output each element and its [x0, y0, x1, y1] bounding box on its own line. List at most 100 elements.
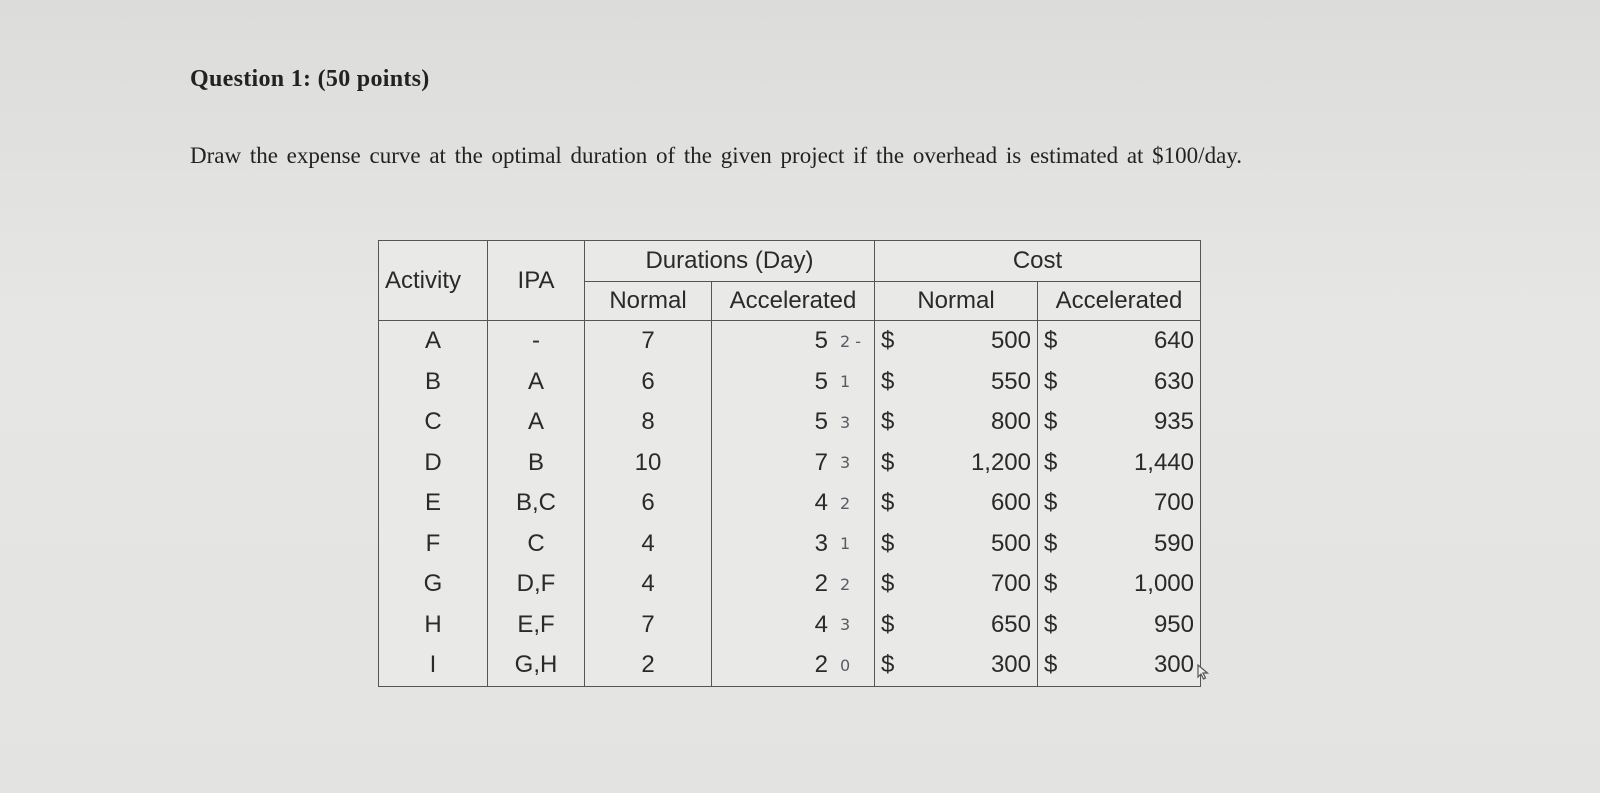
- cell-activity: H: [378, 604, 488, 645]
- currency-symbol: $: [881, 367, 895, 395]
- cell-ipa: B,C: [487, 483, 585, 524]
- cost-normal-value: 650: [990, 610, 1031, 638]
- header-activity: Activity: [378, 240, 488, 321]
- cell-ipa: C: [487, 523, 585, 564]
- handwritten-note: 1: [834, 361, 875, 402]
- cell-cost-normal: $300: [874, 645, 1038, 687]
- cell-cost-normal: $500: [874, 523, 1038, 564]
- cost-accelerated-value: 300: [1153, 651, 1194, 679]
- table-row: H E,F 7 4 3 $650 $950: [378, 604, 1201, 645]
- header-durations: Durations (Day): [584, 240, 875, 282]
- cost-accelerated-value: 950: [1153, 610, 1194, 638]
- cell-activity: F: [378, 523, 488, 564]
- cell-duration-normal: 2: [584, 645, 712, 687]
- cell-duration-normal: 10: [584, 442, 712, 483]
- header-cost: Cost: [874, 240, 1201, 282]
- handwritten-note: 2: [834, 483, 875, 524]
- cell-ipa: -: [487, 320, 585, 362]
- cell-cost-accelerated: $590: [1037, 523, 1201, 564]
- table-row: F C 4 3 1 $500 $590: [378, 523, 1201, 564]
- currency-symbol: $: [881, 529, 895, 557]
- currency-symbol: $: [1044, 408, 1058, 436]
- cell-duration-normal: 7: [584, 604, 712, 645]
- cell-cost-accelerated: $935: [1037, 402, 1201, 443]
- cell-cost-accelerated: $300: [1037, 645, 1201, 687]
- cell-duration-accelerated: 4: [711, 604, 834, 645]
- cell-cost-normal: $1,200: [874, 442, 1038, 483]
- cost-normal-value: 1,200: [970, 448, 1031, 476]
- cell-ipa: A: [487, 402, 585, 443]
- handwritten-note: 3: [834, 442, 875, 483]
- currency-symbol: $: [1044, 327, 1058, 355]
- handwritten-note: 3: [834, 604, 875, 645]
- cell-duration-normal: 4: [584, 523, 712, 564]
- cell-activity: C: [378, 402, 488, 443]
- cost-accelerated-value: 935: [1153, 408, 1194, 436]
- cell-cost-normal: $800: [874, 402, 1038, 443]
- cell-duration-accelerated: 3: [711, 523, 834, 564]
- cost-normal-value: 700: [990, 570, 1031, 598]
- cell-ipa: B: [487, 442, 585, 483]
- cost-normal-value: 300: [990, 651, 1031, 679]
- cost-normal-value: 550: [990, 367, 1031, 395]
- cost-accelerated-value: 700: [1153, 489, 1194, 517]
- handwritten-note: 2: [834, 564, 875, 605]
- cell-cost-accelerated: $640: [1037, 320, 1201, 362]
- table-subheader-row: Normal Accelerated Normal Accelerated: [379, 281, 1201, 321]
- handwritten-note: 0: [834, 645, 875, 687]
- cell-cost-normal: $550: [874, 361, 1038, 402]
- currency-symbol: $: [1044, 529, 1058, 557]
- cell-duration-normal: 6: [584, 483, 712, 524]
- cell-duration-normal: 7: [584, 320, 712, 362]
- currency-symbol: $: [1044, 448, 1058, 476]
- cell-duration-normal: 4: [584, 564, 712, 605]
- cell-activity: E: [378, 483, 488, 524]
- question-title: Question 1: (50 points): [190, 66, 430, 92]
- cell-cost-accelerated: $950: [1037, 604, 1201, 645]
- cell-cost-normal: $500: [874, 320, 1038, 362]
- cell-duration-accelerated: 5: [711, 402, 834, 443]
- table-row: D B 10 7 3 $1,200 $1,440: [378, 442, 1201, 483]
- currency-symbol: $: [1044, 489, 1058, 517]
- cell-activity: B: [378, 361, 488, 402]
- cell-ipa: G,H: [487, 645, 585, 687]
- cell-duration-accelerated: 5: [711, 361, 834, 402]
- currency-symbol: $: [1044, 610, 1058, 638]
- header-cost-normal: Normal: [874, 281, 1038, 321]
- currency-symbol: $: [881, 489, 895, 517]
- cell-activity: D: [378, 442, 488, 483]
- cell-duration-accelerated: 2: [711, 564, 834, 605]
- cost-accelerated-value: 590: [1153, 529, 1194, 557]
- cell-duration-accelerated: 7: [711, 442, 834, 483]
- currency-symbol: $: [1044, 570, 1058, 598]
- cost-accelerated-value: 1,440: [1133, 448, 1194, 476]
- cell-activity: G: [378, 564, 488, 605]
- currency-symbol: $: [1044, 651, 1058, 679]
- cell-duration-accelerated: 5: [711, 320, 834, 362]
- table-row: B A 6 5 1 $550 $630: [378, 361, 1201, 402]
- handwritten-note: 3: [834, 402, 875, 443]
- handwritten-note: 2 -: [834, 320, 875, 362]
- cell-cost-normal: $600: [874, 483, 1038, 524]
- cell-cost-accelerated: $630: [1037, 361, 1201, 402]
- question-text: Draw the expense curve at the optimal du…: [190, 143, 1243, 168]
- cell-duration-accelerated: 4: [711, 483, 834, 524]
- cell-cost-normal: $700: [874, 564, 1038, 605]
- table-row: E B,C 6 4 2 $600 $700: [378, 483, 1201, 524]
- cost-normal-value: 500: [990, 529, 1031, 557]
- cell-cost-normal: $650: [874, 604, 1038, 645]
- cell-cost-accelerated: $1,000: [1037, 564, 1201, 605]
- table-row: C A 8 5 3 $800 $935: [378, 402, 1201, 443]
- currency-symbol: $: [881, 610, 895, 638]
- project-activity-table: Activity IPA Durations (Day) Cost Normal…: [378, 240, 1201, 687]
- table-header-row: Activity IPA Durations (Day) Cost: [378, 240, 1201, 321]
- handwritten-note: 1: [834, 523, 875, 564]
- header-ipa: IPA: [487, 240, 585, 321]
- cost-accelerated-value: 640: [1153, 327, 1194, 355]
- header-duration-accelerated: Accelerated: [711, 281, 875, 321]
- cell-ipa: D,F: [487, 564, 585, 605]
- cost-normal-value: 600: [990, 489, 1031, 517]
